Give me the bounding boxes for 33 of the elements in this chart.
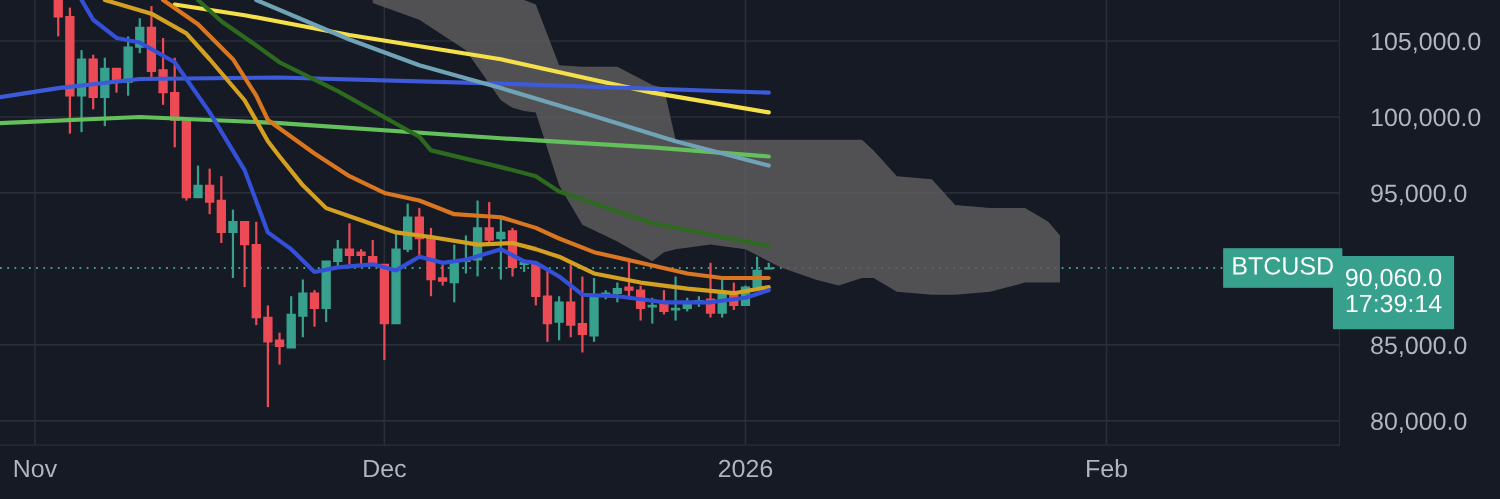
x-tick-label: 2026 [718,459,773,478]
line-series [254,0,771,168]
y-tick-label: 85,000.0 [1371,336,1467,358]
line-series [195,0,771,249]
candlestick [298,278,308,339]
y-tick-label: 100,000.0 [1371,108,1481,130]
text: 17:39:14 [1346,294,1442,313]
candlestick [554,295,564,342]
candlestick [647,296,657,325]
candlestick [158,36,168,106]
line-series [172,2,771,115]
candlestick [659,289,669,316]
candlestick [670,275,681,322]
candlestick [205,167,215,216]
candlestick [577,275,588,354]
x-tick-label: Feb [1087,459,1128,478]
candlestick [53,0,63,38]
candlestick [193,164,203,199]
candlestick [612,281,622,304]
candlestick [566,263,576,339]
candlestick [239,220,250,289]
x-tick-label: Dec [364,459,406,478]
ref-line-label: BTCUSD [1233,256,1333,275]
x-tick-label: Nov [14,459,58,478]
candlestick [344,222,355,266]
y-tick-label: 105,000.0 [1371,32,1481,54]
y-tick-label: 95,000.0 [1371,184,1467,206]
candlestick [309,289,320,328]
line-series [0,114,771,159]
text: 90,060.0 [1346,268,1442,290]
y-tick-label: 80,000.0 [1371,412,1467,434]
candlestick [437,263,448,287]
candlestick [274,331,285,366]
